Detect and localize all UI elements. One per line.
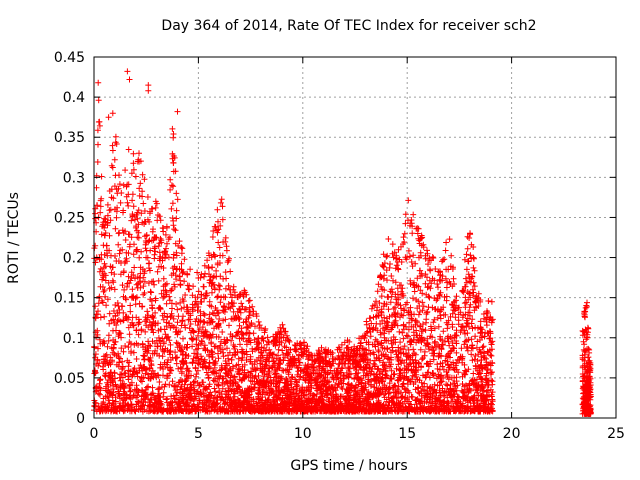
y-tick-label: 0 [76, 411, 85, 427]
x-tick-label: 15 [398, 426, 416, 442]
y-tick-label: 0.1 [63, 331, 85, 347]
y-tick-label: 0.15 [54, 291, 85, 307]
y-tick-label: 0.3 [63, 170, 85, 186]
y-tick-label: 0.05 [54, 371, 85, 387]
x-axis-label: GPS time / hours [290, 458, 407, 474]
x-tick-label: 0 [90, 426, 99, 442]
x-tick-label: 10 [294, 426, 312, 442]
y-tick-label: 0.25 [54, 210, 85, 226]
y-tick-label: 0.2 [63, 251, 85, 267]
y-tick-label: 0.4 [63, 90, 85, 106]
data-points [91, 68, 594, 417]
plot-frame [93, 56, 617, 419]
y-tick-label: 0.45 [54, 50, 85, 66]
y-axis-label: ROTI / TECUs [6, 192, 22, 284]
axis-ticks: 0 5 10 15 20 25 0 0.05 0.1 0.15 0.2 0.25 0.3 0.35 0.4 0… [54, 50, 625, 442]
x-tick-label: 20 [503, 426, 521, 442]
x-tick-label: 25 [607, 426, 625, 442]
chart-title: Day 364 of 2014, Rate Of TEC Index for r… [161, 18, 536, 34]
point-markers [91, 68, 594, 417]
x-tick-label: 5 [194, 426, 203, 442]
y-tick-label: 0.35 [54, 130, 85, 146]
